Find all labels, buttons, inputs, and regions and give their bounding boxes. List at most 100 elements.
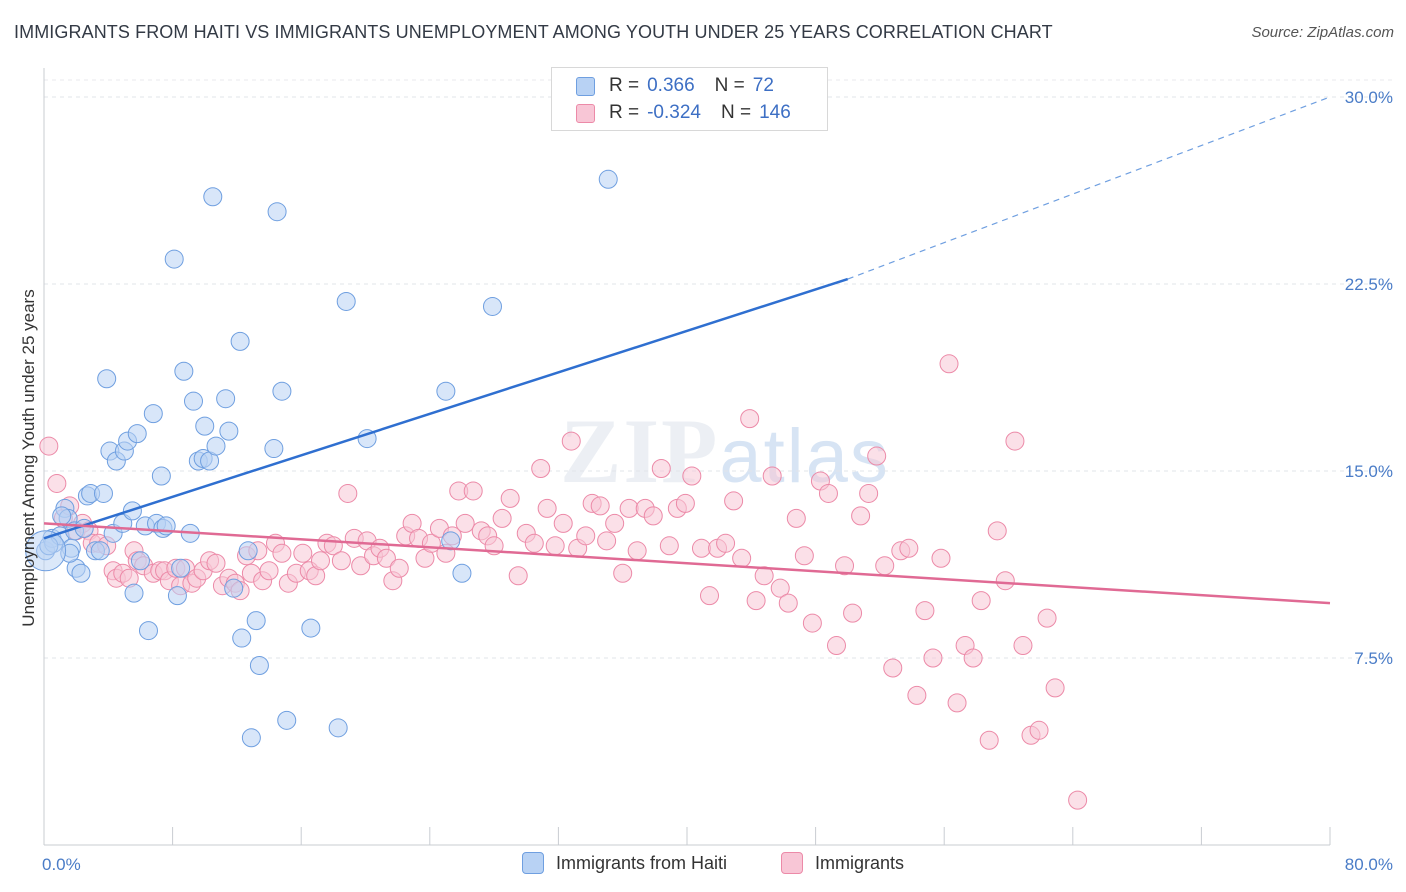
- legend-n-label: N =: [714, 75, 745, 96]
- immigrants-point: [939, 354, 959, 374]
- x-tick-label-max: 80.0%: [1345, 855, 1393, 874]
- immigrants-point: [338, 483, 358, 503]
- immigrants-point: [859, 483, 879, 503]
- immigrants-point: [867, 446, 887, 466]
- haiti-point: [246, 611, 266, 631]
- series-legend: Immigrants from Haiti Immigrants: [0, 852, 1406, 878]
- immigrants-point: [826, 636, 846, 656]
- immigrants-point: [651, 459, 671, 479]
- y-tick-label: 22.5%: [1345, 275, 1393, 294]
- haiti-point: [164, 249, 184, 269]
- immigrants-point: [508, 566, 528, 586]
- immigrants-point: [310, 551, 330, 571]
- immigrants-point: [561, 431, 581, 451]
- immigrants-point: [907, 685, 927, 705]
- immigrants-point: [899, 538, 919, 558]
- immigrants-point: [455, 513, 475, 533]
- series-legend-item-immigrants: Immigrants: [781, 852, 904, 874]
- immigrants-point: [463, 481, 483, 501]
- haiti-point: [336, 291, 356, 311]
- immigrants-point: [947, 693, 967, 713]
- haiti-point: [174, 361, 194, 381]
- correlation-legend: R = 0.366 N = 72 R = -0.324 N = 146: [551, 67, 828, 131]
- haiti-point: [232, 628, 252, 648]
- haiti-point: [127, 424, 147, 444]
- immigrants-point: [762, 466, 782, 486]
- haiti-point: [124, 583, 144, 603]
- haiti-point: [167, 586, 187, 606]
- haiti-point: [219, 421, 239, 441]
- immigrants-point: [971, 591, 991, 611]
- haiti-point: [130, 551, 150, 571]
- trend-lines: [43, 96, 1331, 605]
- haiti-trend-extension: [847, 96, 1331, 280]
- immigrants-point: [576, 526, 596, 546]
- haiti-point: [357, 429, 377, 449]
- immigrants-point: [47, 473, 67, 493]
- immigrants-point: [492, 508, 512, 528]
- legend-n-value: 146: [759, 102, 791, 123]
- immigrants-point: [1045, 678, 1065, 698]
- haiti-point: [301, 618, 321, 638]
- immigrants-point: [740, 409, 760, 429]
- source-credit: Source: ZipAtlas.com: [1251, 24, 1394, 41]
- immigrants-point: [700, 586, 720, 606]
- immigrants-point: [1068, 790, 1088, 810]
- y-axis-label: Unemployment Among Youth under 25 years: [19, 289, 38, 626]
- haiti-point: [90, 541, 110, 561]
- immigrants-point: [524, 533, 544, 553]
- haiti-trend-line: [43, 277, 849, 540]
- haiti-point: [71, 563, 91, 583]
- haiti-point: [241, 728, 261, 748]
- haiti-point: [195, 416, 215, 436]
- immigrants-point: [724, 491, 744, 511]
- immigrants-point: [995, 571, 1015, 591]
- immigrants-point: [963, 648, 983, 668]
- legend-r-value: 0.366: [647, 75, 695, 96]
- haiti-point: [183, 391, 203, 411]
- haiti-point: [436, 381, 456, 401]
- immigrants-point: [802, 613, 822, 633]
- immigrants-point: [293, 543, 313, 563]
- immigrants-point: [746, 591, 766, 611]
- haiti-point: [203, 187, 223, 207]
- y-tick-label: 30.0%: [1345, 88, 1393, 107]
- immigrants-point: [39, 436, 59, 456]
- haiti-point: [238, 541, 258, 561]
- legend-swatch-haiti: [576, 76, 595, 96]
- legend-swatch-immigrants: [576, 103, 595, 123]
- immigrants-point: [786, 508, 806, 528]
- immigrants-point: [818, 483, 838, 503]
- legend-row-immigrants: R = -0.324 N = 146: [576, 101, 791, 125]
- series-legend-swatch-haiti: [522, 852, 544, 874]
- immigrants-point: [553, 513, 573, 533]
- immigrants-point: [1037, 608, 1057, 628]
- legend-n-label: N =: [720, 102, 752, 123]
- tick-labels: 7.5% 15.0% 22.5% 30.0% 0.0% 80.0% Unemployment…: [19, 88, 1393, 874]
- legend-r-label: R =: [609, 102, 640, 123]
- haiti-point: [482, 296, 502, 316]
- immigrants-point: [545, 536, 565, 556]
- immigrants-point: [883, 658, 903, 678]
- haiti-point: [97, 369, 117, 389]
- haiti-point: [277, 710, 297, 730]
- series-haiti-points: [25, 89, 769, 748]
- immigrants-point: [1013, 636, 1033, 656]
- immigrants-point: [597, 531, 617, 551]
- immigrants-point: [613, 563, 633, 583]
- legend-row-haiti: R = 0.366 N = 72: [576, 74, 774, 98]
- series-legend-swatch-immigrants: [781, 852, 803, 874]
- immigrants-point: [590, 496, 610, 516]
- y-tick-label: 15.0%: [1345, 462, 1393, 481]
- immigrants-point: [875, 556, 895, 576]
- haiti-point: [143, 404, 163, 424]
- haiti-point: [93, 483, 113, 503]
- legend-r-label: R =: [609, 75, 640, 96]
- haiti-point: [267, 202, 287, 222]
- series-legend-label-immigrants: Immigrants: [815, 852, 905, 873]
- immigrants-point: [691, 538, 711, 558]
- immigrants-point: [987, 521, 1007, 541]
- immigrants-point: [732, 548, 752, 568]
- haiti-point: [328, 718, 348, 738]
- x-tick-label-min: 0.0%: [42, 855, 81, 874]
